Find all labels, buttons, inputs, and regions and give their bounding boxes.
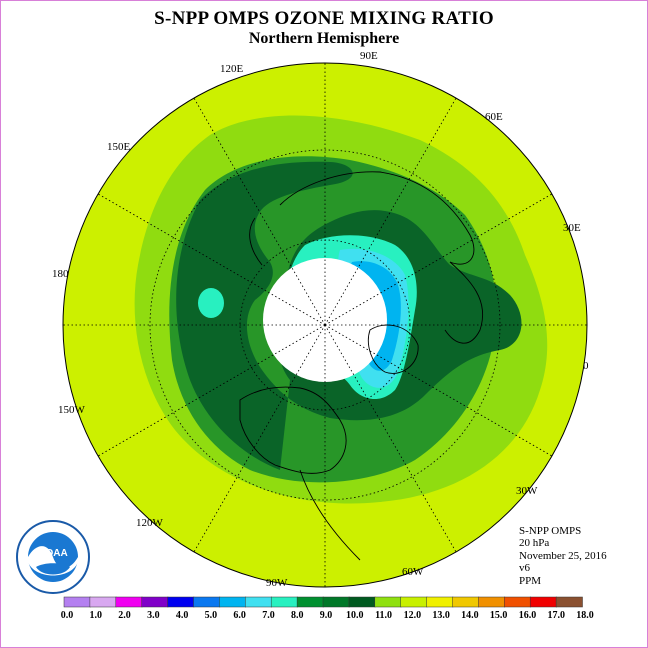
lon-label-120w: 120W: [136, 517, 163, 529]
colorbar-tick-label: 12.0: [404, 610, 422, 621]
noaa-logo-text: NOAA: [38, 548, 67, 559]
coast-alaska: [249, 217, 263, 266]
colorbar-swatch: [193, 596, 221, 608]
lon-label-150e: 150E: [107, 141, 131, 153]
graticule: [63, 63, 587, 587]
colorbar-swatch: [115, 596, 143, 608]
colorbar-swatch: [529, 596, 557, 608]
colorbar-swatch: [426, 596, 454, 608]
colorbar-swatch: [63, 596, 91, 608]
lon-label-60e: 60E: [485, 111, 503, 123]
lon-label-90e: 90E: [360, 50, 378, 62]
colorbar-swatch: [478, 596, 506, 608]
lon-label-30w: 30W: [516, 485, 538, 497]
colorbar-tick-label: 17.0: [547, 610, 565, 621]
lon-label-30e: 30E: [563, 222, 581, 234]
colorbar-swatch: [141, 596, 169, 608]
lon-label-150w: 150W: [58, 404, 85, 416]
colorbar-swatch: [296, 596, 324, 608]
colorbar-tick-label: 9.0: [320, 610, 333, 621]
colorbar-swatch: [555, 596, 583, 608]
colorbar-tick-label: 4.0: [176, 610, 189, 621]
coast-north-america: [239, 386, 347, 474]
coast-eurasia: [279, 171, 475, 265]
ozone-field: [63, 63, 587, 587]
lon-label-120e: 120E: [220, 63, 244, 75]
colorbar-swatch: [270, 596, 298, 608]
colorbar-tick-label: 6.0: [233, 610, 246, 621]
colorbar-swatch: [167, 596, 195, 608]
coast-europe: [444, 261, 484, 344]
colorbar-tick-label: 18.0: [576, 610, 594, 621]
colorbar-tick-label: 1.0: [90, 610, 103, 621]
colorbar-swatch: [452, 596, 480, 608]
colorbar-swatch: [374, 596, 402, 608]
map-subtitle: Northern Hemisphere: [248, 30, 400, 47]
ozone-band-7-8-pacific: [198, 288, 224, 318]
info-date: November 25, 2016: [519, 549, 607, 562]
colorbar-tick-label: 10.0: [346, 610, 364, 621]
colorbar-tick-label: 5.0: [205, 610, 218, 621]
colorbar-tick-label: 3.0: [147, 610, 160, 621]
coast-central-america: [299, 469, 361, 561]
colorbar-tick-label: 2.0: [118, 610, 131, 621]
map-title: S-NPP OMPS OZONE MIXING RATIO: [154, 8, 494, 29]
colorbar-swatch: [219, 596, 247, 608]
info-level: 20 hPa: [519, 537, 550, 550]
colorbar-tick-label: 14.0: [461, 610, 479, 621]
colorbar-tick-label: 11.0: [375, 610, 392, 621]
info-units: PPM: [519, 574, 542, 587]
colorbar-tick-label: 16.0: [519, 610, 537, 621]
lon-label-0: 0: [583, 360, 589, 372]
lon-label-180: 180: [52, 268, 69, 280]
lon-label-60w: 60W: [402, 566, 424, 578]
colorbar-swatch: [400, 596, 428, 608]
colorbar-tick-label: 7.0: [262, 610, 275, 621]
colorbar-swatch: [322, 596, 350, 608]
colorbar-tick-label: 0.0: [61, 610, 74, 621]
colorbar-tick-label: 15.0: [490, 610, 508, 621]
info-version: v6: [519, 562, 530, 575]
colorbar-swatch: [89, 596, 117, 608]
colorbar-swatch: [245, 596, 272, 608]
info-block: S-NPP OMPS 20 hPa November 25, 2016 v6 P…: [519, 525, 607, 587]
coast-greenland: [367, 324, 419, 374]
colorbar-swatch: [348, 596, 376, 608]
lon-label-90w: 90W: [266, 577, 288, 589]
info-instrument: S-NPP OMPS: [519, 525, 582, 537]
noaa-logo: NOAA: [16, 520, 90, 594]
latitude-30n: [149, 149, 501, 501]
coastlines: [239, 171, 484, 561]
colorbar: 0.0 1.0 2.0 3.0 4.0 5.0 6.0 7.0 8.0 9.0 10.0 11.0 12…: [61, 596, 594, 621]
map-boundary: [62, 62, 588, 588]
colorbar-swatch: [504, 596, 531, 608]
colorbar-tick-label: 13.0: [432, 610, 450, 621]
colorbar-tick-label: 8.0: [291, 610, 304, 621]
